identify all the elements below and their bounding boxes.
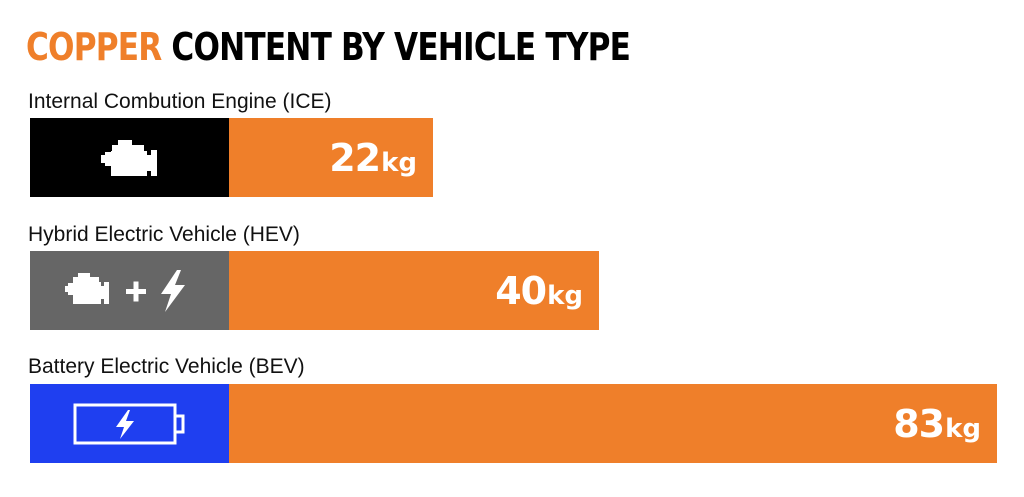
icon-block-bev — [30, 384, 229, 463]
value-unit-ice: kg — [381, 147, 417, 178]
bar-row-ice: 22 kg — [30, 118, 433, 197]
battery-lightning-icon — [73, 403, 184, 444]
value-bar-ice: 22 kg — [229, 118, 433, 197]
bar-row-hev: 40 kg — [30, 251, 599, 330]
row-label-ice: Internal Combution Engine (ICE) — [28, 90, 332, 113]
icon-block-hev — [30, 251, 229, 330]
value-bar-bev: 83 kg — [229, 384, 997, 463]
row-label-bev: Battery Electric Vehicle (BEV) — [28, 355, 305, 378]
value-label-hev: 40 kg — [495, 269, 583, 313]
engine-icon — [100, 139, 157, 176]
chart-title: COPPER CONTENT BY VEHICLE TYPE — [26, 22, 631, 72]
value-number-bev: 83 — [893, 401, 945, 446]
chart-title-accent: COPPER — [26, 25, 162, 69]
value-label-ice: 22 kg — [329, 136, 417, 180]
value-unit-hev: kg — [547, 280, 583, 311]
value-label-bev: 83 kg — [893, 402, 981, 446]
chart-title-rest: CONTENT BY VEHICLE TYPE — [161, 25, 631, 69]
value-number-hev: 40 — [495, 268, 547, 313]
engine-plus-lightning-icon — [64, 269, 185, 312]
row-label-hev: Hybrid Electric Vehicle (HEV) — [28, 223, 300, 246]
value-unit-bev: kg — [945, 413, 981, 444]
value-number-ice: 22 — [329, 135, 381, 180]
bar-row-bev: 83 kg — [30, 384, 997, 463]
icon-block-ice — [30, 118, 229, 197]
value-bar-hev: 40 kg — [229, 251, 599, 330]
